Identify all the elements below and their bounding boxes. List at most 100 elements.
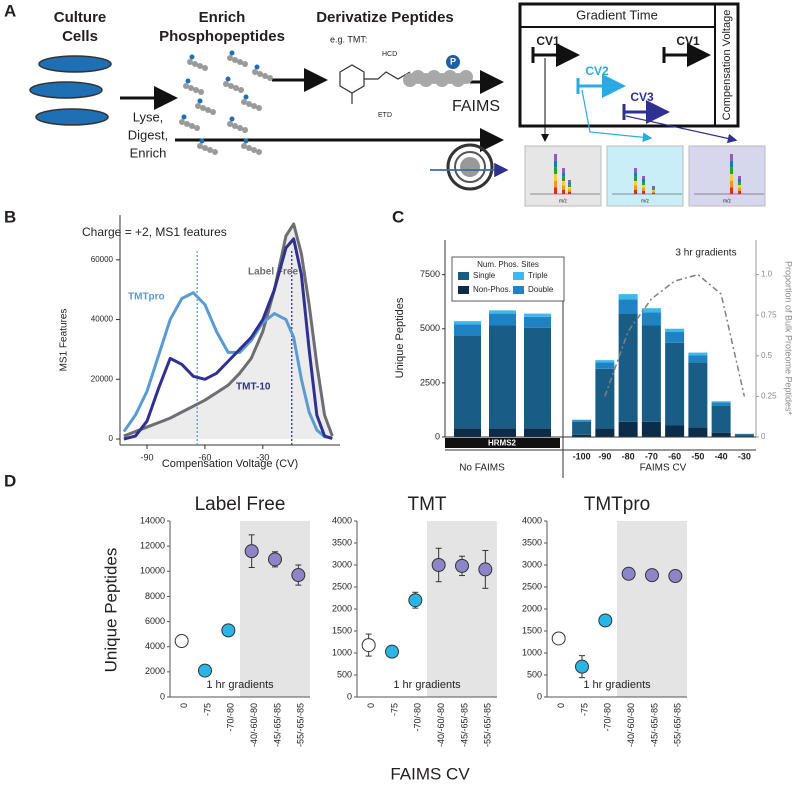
x-tick-label: 0 [366, 703, 376, 708]
x-tick-label: -80 [622, 451, 635, 461]
bar-segment [618, 313, 638, 422]
line [122, 291, 333, 440]
x-tick-label: 0 [179, 703, 189, 708]
panel-label: C [392, 207, 404, 226]
peptide-residue [205, 107, 211, 113]
spectrum-peak [554, 154, 557, 161]
spectrum-peak [568, 182, 571, 185]
point [575, 659, 589, 674]
y-tick-label: 500 [527, 669, 542, 679]
spectrum-peak [562, 189, 565, 194]
bar-segment [524, 327, 551, 429]
y2-tick-label: 0.25 [761, 392, 777, 401]
bar-segment [734, 434, 754, 437]
spectrum-peak [652, 192, 655, 194]
legend-label: Single [473, 271, 496, 280]
bar-segment [454, 428, 481, 437]
bar-segment [665, 425, 685, 437]
peptide-residue [252, 69, 258, 75]
y2-tick-label: 0 [761, 432, 766, 441]
peptide-residue [189, 123, 195, 129]
cv-label: CV1 [536, 34, 560, 48]
y-tick-label: 1500 [522, 625, 542, 635]
spectrum-peak [562, 172, 565, 177]
peptide-phospho [243, 138, 249, 144]
spectrum-peak [738, 185, 741, 188]
y-tick-label: 14000 [140, 515, 165, 525]
bar-segment [595, 362, 615, 369]
y-tick-label: 2000 [332, 603, 352, 613]
cv-step [662, 47, 705, 63]
peptide-residue [256, 149, 262, 155]
peptide-phospho [229, 50, 235, 56]
group-band-label: HRMS2 [488, 439, 517, 448]
peptide-residue [194, 125, 200, 131]
spectrum-peak [730, 160, 733, 168]
bar-segment [489, 325, 516, 429]
spectrum-peak [562, 168, 565, 173]
spectrum-peak [652, 190, 655, 192]
step-note: Digest, [128, 127, 168, 142]
y2-axis-title: Proportion of Bulk Proteome Peptides* [784, 261, 794, 416]
peptide-residue [251, 103, 257, 109]
connector [625, 115, 738, 144]
spectrum-peak [634, 176, 637, 181]
peptide-residue [202, 145, 208, 151]
peptide-residue [256, 105, 262, 111]
legend-swatch [458, 272, 469, 280]
panel-label: D [4, 471, 16, 490]
spectrum-peak [562, 181, 565, 186]
bar-segment [641, 421, 661, 437]
panel-label: A [4, 1, 16, 20]
bar-segment [688, 352, 708, 356]
cv-step [622, 104, 664, 120]
point [478, 562, 493, 577]
electrode [460, 157, 480, 177]
peptide-residue [200, 105, 206, 111]
bar-segment [572, 421, 592, 435]
x-tick-label: -60 [198, 452, 211, 462]
peptide-residue [192, 61, 198, 67]
spectrum-peak [730, 174, 733, 181]
step-note: Enrich [130, 145, 167, 160]
series-label: Label Free [248, 267, 298, 278]
cv-step [531, 47, 574, 63]
bar-segment [618, 299, 638, 314]
peptide-residue [233, 85, 239, 91]
peptide-residue [212, 149, 218, 155]
bar-segment [711, 432, 731, 437]
x-tick-label: -40/-60/-80 [626, 703, 636, 747]
point [645, 568, 659, 583]
peptide-residue [197, 143, 203, 149]
chart-title: TMTpro [584, 494, 651, 515]
peptide-residue [223, 81, 229, 87]
point [221, 623, 236, 638]
bar-segment [489, 310, 516, 314]
x-tick-label: -45/-65/-85 [459, 703, 469, 747]
peptide-residue [198, 89, 204, 95]
peptide-residue [227, 55, 233, 61]
spectrum-peak [642, 182, 645, 185]
y-tick-label: 0 [109, 434, 114, 443]
phospho-label: P [450, 56, 456, 66]
peptide-residue [237, 59, 243, 65]
peptide-residue [193, 87, 199, 93]
peptide-residue [262, 73, 268, 79]
y-tick-label: 1500 [332, 625, 352, 635]
y-tick-label: 20000 [91, 374, 114, 383]
y-tick-label: 0 [537, 691, 542, 701]
spectrum-peak [642, 176, 645, 179]
spectrum-peak [562, 176, 565, 181]
peptide-residue [197, 63, 203, 69]
fragment-label: HCD [382, 51, 397, 58]
y-tick-label: 1000 [332, 647, 352, 657]
y-tick-label: 7500 [420, 269, 440, 279]
y-tick-label: 5000 [420, 323, 440, 333]
point [551, 631, 566, 646]
y-tick-label: 0 [347, 691, 352, 701]
x-tick-label: -70/-80 [413, 703, 423, 732]
annotation: 1 hr gradients [206, 679, 274, 691]
bar-segment [454, 335, 481, 429]
x-tick-label: -75 [389, 703, 399, 716]
step-title: Culture [54, 9, 107, 26]
